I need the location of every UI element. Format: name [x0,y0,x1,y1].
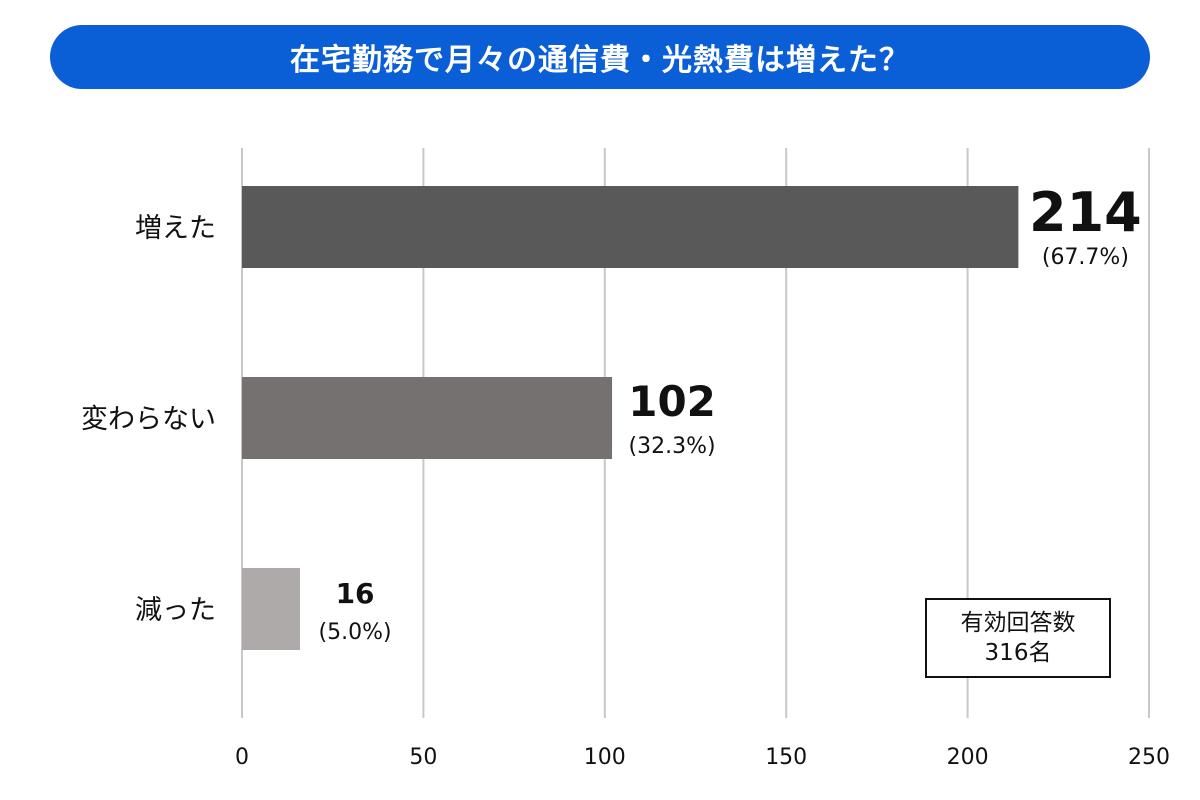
value-label-2: 102 [628,377,716,426]
respondent-count-label: 有効回答数 [960,610,1076,636]
x-tick-label-50: 50 [409,745,437,770]
chart-title: 在宅勤務で月々の通信費・光熱費は増えた？ [290,43,910,78]
category-label-2: 変わらない [81,404,216,435]
value-label-3: 16 [336,577,375,610]
respondent-count-value: 316名 [984,640,1052,666]
respondent-count-box: 有効回答数 316名 [925,598,1111,678]
value-label-1: 214 [1029,181,1142,244]
x-tick-label-250: 250 [1128,745,1170,770]
x-tick-label-150: 150 [765,745,807,770]
chart-title-banner: 在宅勤務で月々の通信費・光熱費は増えた？ [50,25,1150,89]
percent-label-3: (5.0%) [319,620,392,645]
bar-2 [242,377,613,459]
category-label-1: 増えた [135,213,216,244]
bar-3 [242,568,301,650]
bar-1 [242,186,1019,268]
x-tick-label-100: 100 [584,745,626,770]
category-label-3: 減った [135,595,216,626]
x-tick-label-0: 0 [235,745,249,770]
percent-label-2: (32.3%) [629,434,716,459]
percent-label-1: (67.7%) [1042,245,1129,270]
x-tick-label-200: 200 [947,745,989,770]
